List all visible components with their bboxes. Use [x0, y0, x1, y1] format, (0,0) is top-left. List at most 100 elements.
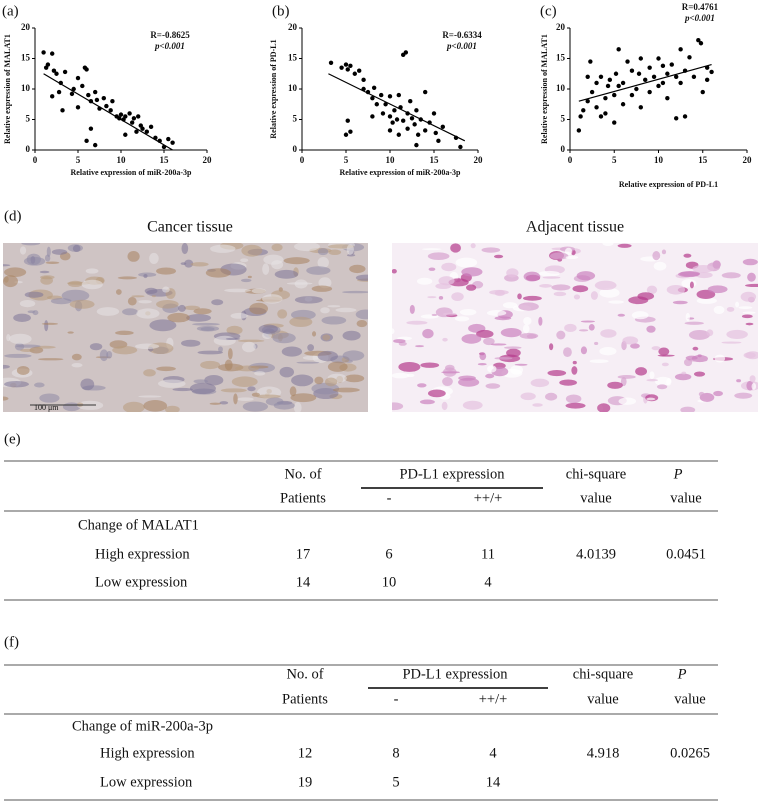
point — [104, 103, 109, 109]
texture — [517, 293, 522, 300]
texture — [564, 247, 573, 256]
texture — [470, 243, 476, 249]
texture — [72, 244, 81, 253]
texture — [477, 363, 487, 366]
point — [43, 65, 49, 70]
texture — [721, 341, 742, 344]
texture — [136, 308, 160, 319]
texture — [666, 378, 672, 386]
texture — [438, 296, 444, 300]
table-header: - — [387, 490, 392, 506]
point — [371, 85, 377, 90]
point — [436, 138, 441, 144]
texture — [294, 243, 320, 252]
texture — [734, 392, 753, 399]
texture — [149, 252, 159, 265]
point — [387, 94, 393, 99]
point — [625, 59, 630, 64]
texture — [646, 285, 658, 295]
texture — [210, 244, 236, 253]
texture — [680, 406, 696, 412]
texture — [455, 257, 478, 268]
texture — [493, 254, 504, 259]
point — [405, 126, 410, 131]
point — [440, 124, 445, 130]
texture — [458, 375, 476, 381]
texture — [590, 291, 598, 300]
table-header: chi-square — [573, 666, 633, 682]
texture — [131, 295, 145, 298]
texture — [307, 344, 314, 352]
texture — [224, 359, 233, 371]
texture — [85, 268, 99, 274]
texture — [112, 345, 138, 355]
texture — [249, 302, 269, 315]
point — [123, 132, 128, 137]
texture — [355, 309, 368, 320]
texture — [622, 336, 639, 345]
texture — [504, 346, 522, 349]
texture — [184, 259, 194, 268]
point — [84, 67, 89, 72]
texture — [539, 284, 553, 288]
point — [339, 65, 344, 70]
point — [93, 142, 98, 148]
texture — [564, 323, 577, 333]
texture — [692, 264, 715, 273]
point — [647, 65, 652, 70]
point — [41, 50, 46, 55]
texture — [240, 258, 249, 263]
texture — [661, 249, 667, 255]
texture — [178, 304, 186, 312]
texture — [61, 289, 90, 302]
texture — [656, 384, 668, 390]
texture — [241, 244, 263, 257]
texture — [39, 270, 50, 274]
texture — [696, 297, 717, 304]
point — [638, 56, 643, 61]
texture — [24, 291, 44, 298]
texture — [6, 334, 11, 342]
x-axis-label: Relative expression of PD-L1 — [619, 180, 718, 189]
point — [71, 86, 76, 92]
y-tick-label: 10 — [21, 83, 31, 93]
texture — [262, 263, 270, 275]
point — [352, 71, 357, 76]
texture — [479, 352, 487, 361]
texture — [421, 248, 442, 251]
x-tick-label: 20 — [474, 155, 484, 165]
texture — [283, 257, 310, 265]
x-tick-label: 10 — [654, 155, 664, 165]
point — [134, 129, 139, 134]
texture — [746, 380, 754, 391]
point — [576, 128, 582, 133]
texture — [392, 268, 397, 274]
table-cell: 4.918 — [587, 745, 620, 761]
point — [403, 50, 409, 55]
point — [585, 74, 590, 80]
texture — [416, 277, 433, 285]
table-header: value — [580, 490, 611, 506]
point — [86, 92, 91, 98]
texture — [489, 289, 509, 295]
texture — [135, 343, 160, 350]
texture — [227, 348, 233, 360]
point — [348, 129, 353, 134]
texture — [328, 249, 342, 255]
table-header: value — [674, 691, 705, 707]
texture — [80, 378, 95, 391]
texture — [247, 386, 256, 392]
x-tick-label: 0 — [568, 155, 573, 165]
texture — [417, 383, 427, 388]
x-tick-label: 5 — [76, 155, 81, 165]
texture — [251, 288, 267, 294]
texture — [290, 393, 317, 403]
texture — [419, 399, 435, 405]
point — [392, 108, 397, 113]
panel-label: (e) — [4, 431, 21, 447]
texture — [294, 296, 323, 304]
point — [665, 71, 670, 76]
y-axis-label: Relative expression of MALAT1 — [3, 34, 12, 144]
texture — [706, 329, 714, 337]
texture — [441, 371, 460, 374]
